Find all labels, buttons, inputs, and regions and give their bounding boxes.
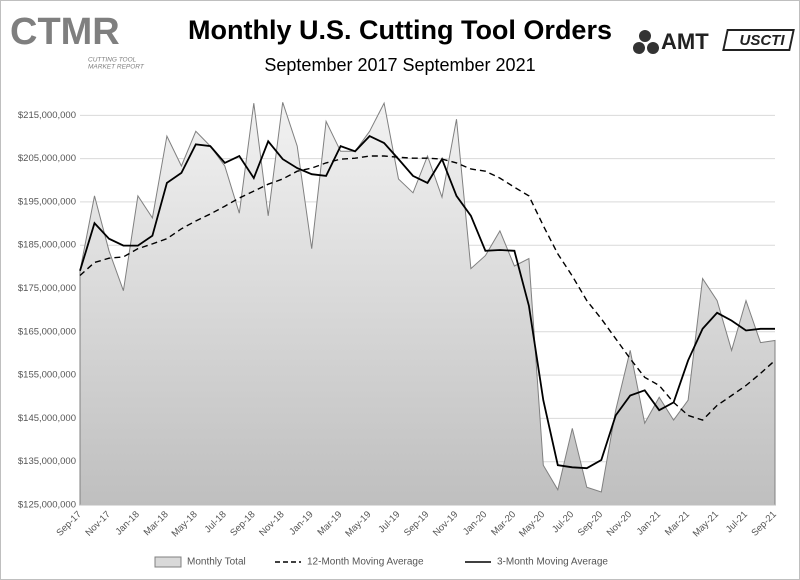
y-tick-label: $175,000,000 xyxy=(18,283,76,294)
area xyxy=(79,101,776,506)
logo-caption: MARKET REPORT xyxy=(88,64,145,71)
logo-uscti-box xyxy=(722,29,795,51)
chart-subtitle: September 2017 September 2021 xyxy=(264,55,535,75)
legend-swatch xyxy=(154,556,182,568)
y-tick-label: $145,000,000 xyxy=(18,413,76,424)
logo-uscti: USCTI xyxy=(740,32,786,49)
y-tick-label: $185,000,000 xyxy=(18,240,76,251)
logo-ctmr: CTMR xyxy=(10,11,120,53)
y-tick-label: $205,000,000 xyxy=(18,153,76,164)
logo-caption: CUTTING TOOL xyxy=(88,57,137,64)
line xyxy=(79,135,775,470)
legend-label: Monthly Total xyxy=(187,557,246,568)
y-tick-label: $155,000,000 xyxy=(18,370,76,381)
logo-amt-icon xyxy=(633,30,659,54)
chart-title: Monthly U.S. Cutting Tool Orders xyxy=(188,15,612,45)
legend-label: 12-Month Moving Average xyxy=(307,557,424,568)
y-tick-label: $195,000,000 xyxy=(18,196,76,207)
y-tick-label: $125,000,000 xyxy=(18,500,76,511)
y-tick-label: $135,000,000 xyxy=(18,456,76,467)
logo-amt: AMT xyxy=(661,29,709,54)
line xyxy=(79,155,776,421)
plot: $125,000,000 $135,000,000 $145,000,000 $155… xyxy=(18,101,779,568)
legend-label: 3-Month Moving Average xyxy=(497,557,608,568)
y-tick-label: $165,000,000 xyxy=(18,326,76,337)
y-tick-label: $215,000,000 xyxy=(18,110,76,121)
